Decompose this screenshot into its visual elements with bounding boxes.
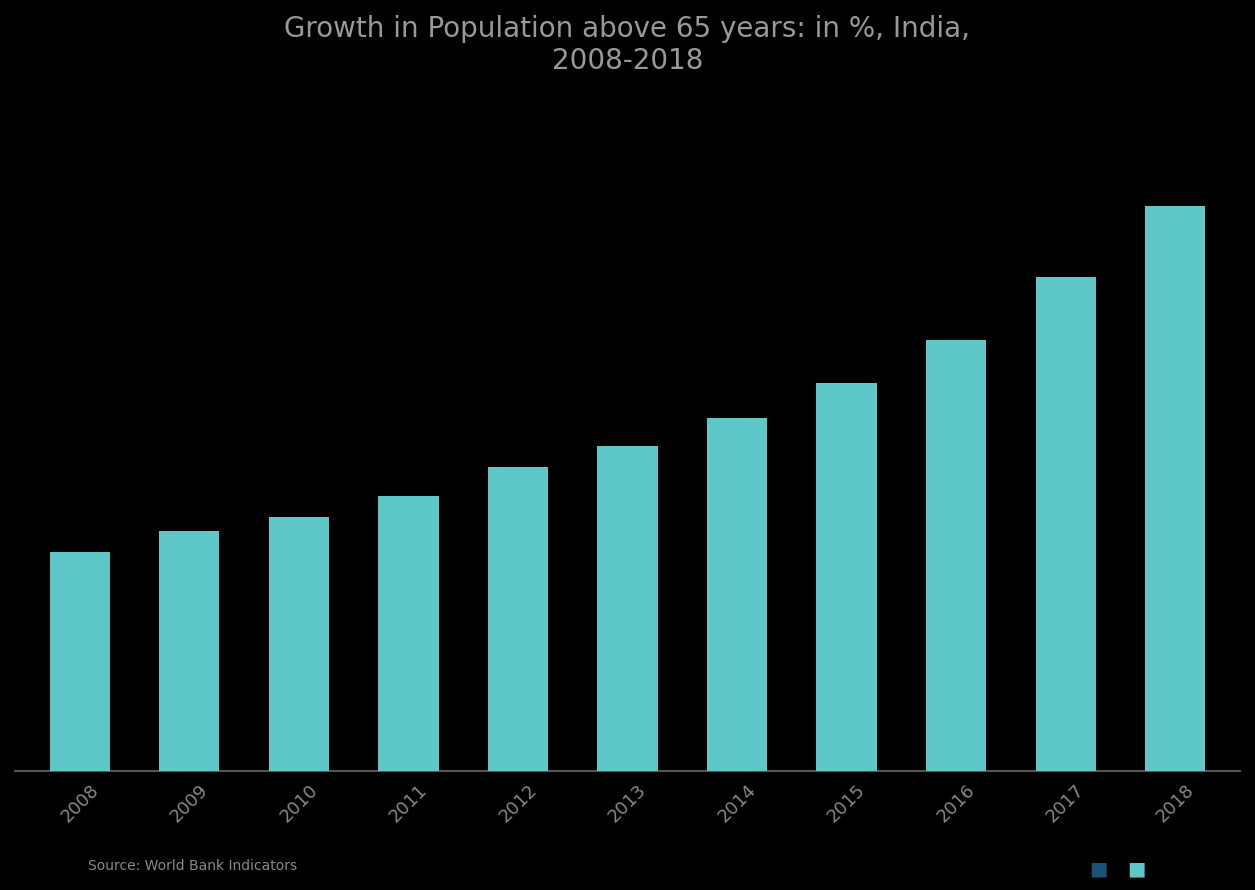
- Bar: [1145, 206, 1205, 772]
- Bar: [707, 418, 767, 772]
- Bar: [488, 467, 548, 772]
- Bar: [926, 340, 986, 772]
- Bar: [50, 553, 110, 772]
- Bar: [597, 446, 658, 772]
- Bar: [1035, 277, 1096, 772]
- Bar: [817, 383, 877, 772]
- Text: ■: ■: [1127, 859, 1146, 878]
- Text: Source: World Bank Indicators: Source: World Bank Indicators: [88, 860, 297, 873]
- Title: Growth in Population above 65 years: in %, India,
2008-2018: Growth in Population above 65 years: in …: [285, 15, 970, 76]
- Text: ■: ■: [1089, 859, 1108, 878]
- Bar: [159, 531, 220, 772]
- Bar: [269, 517, 329, 772]
- Bar: [378, 496, 438, 772]
